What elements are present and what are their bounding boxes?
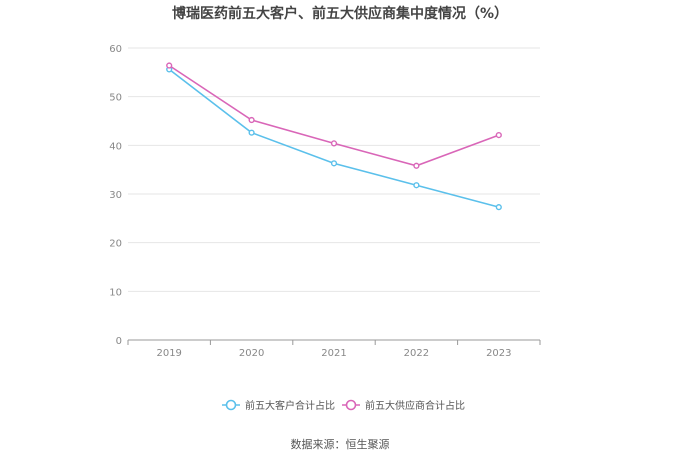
y-tick-label: 40 <box>109 141 122 152</box>
x-tick-label: 2019 <box>156 348 181 359</box>
data-point <box>166 62 173 69</box>
x-tick-label: 2020 <box>239 348 264 359</box>
data-point <box>330 140 338 147</box>
data-point <box>495 132 502 139</box>
legend-label-1: 前五大供应商合计占比 <box>365 399 465 412</box>
data-point <box>248 116 255 124</box>
series <box>166 62 502 211</box>
source-note: 数据来源：恒生聚源 <box>290 438 390 451</box>
data-point <box>495 204 502 211</box>
legend: 前五大客户合计占比 前五大供应商合计占比 <box>222 399 465 412</box>
data-point <box>248 129 255 136</box>
x-tick-label: 2022 <box>404 348 429 359</box>
x-tick-label: 2023 <box>486 348 511 359</box>
data-point <box>413 182 420 189</box>
x-tick-label: 2021 <box>321 348 346 359</box>
axes: 0 10 20 30 40 50 60 2019 2020 2021 2022 2023 <box>109 44 541 359</box>
y-tick-label: 50 <box>109 93 122 104</box>
series-line-0 <box>168 68 500 208</box>
y-tick-label: 10 <box>109 287 122 298</box>
y-tick-label: 20 <box>109 239 122 250</box>
data-point <box>413 162 420 169</box>
data-point <box>330 160 338 167</box>
legend-marker-1 <box>345 399 357 411</box>
y-tick-label: 30 <box>109 190 122 201</box>
legend-label-0: 前五大客户合计占比 <box>245 399 335 412</box>
legend-marker-0 <box>225 399 237 411</box>
chart-title: 博瑞医药前五大客户、前五大供应商集中度情况（%） <box>171 6 509 22</box>
y-tick-label: 60 <box>109 44 122 55</box>
line-chart: 0 10 20 30 40 50 60 2019 2020 2021 2022 2023 前五大客户合… <box>109 44 541 412</box>
y-tick-label: 0 <box>116 336 122 347</box>
series-line-1 <box>168 64 500 167</box>
